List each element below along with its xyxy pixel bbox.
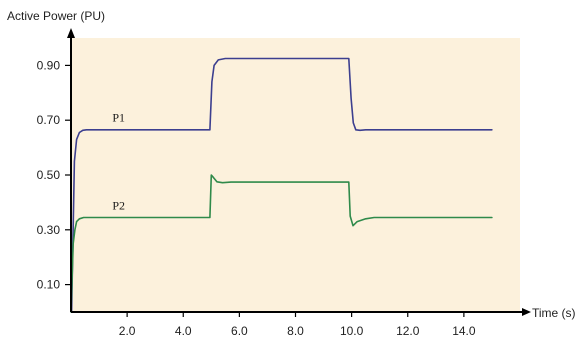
x-tick-label: 14.0	[452, 324, 476, 338]
plot-background	[71, 38, 520, 312]
y-tick-label: 0.50	[37, 168, 61, 182]
x-axis-arrow	[522, 308, 531, 316]
series-line-p1	[70, 57, 493, 313]
y-tick-label: 0.10	[37, 278, 61, 292]
series-label-p1: P1	[112, 111, 125, 125]
series-label-p2: P2	[112, 198, 125, 212]
series-layer	[70, 57, 493, 313]
x-tick-label: 12.0	[396, 324, 420, 338]
x-tick-label: 10.0	[340, 324, 364, 338]
x-tick-label: 2.0	[119, 324, 136, 338]
x-axis-title: Time (s)	[532, 306, 576, 320]
y-tick-label: 0.30	[37, 223, 61, 237]
x-tick-label: 8.0	[287, 324, 304, 338]
series-line-p2	[70, 174, 493, 313]
axes-layer	[67, 28, 531, 316]
y-tick-label: 0.90	[37, 58, 61, 72]
y-tick-label: 0.70	[37, 113, 61, 127]
y-axis-arrow	[67, 28, 75, 38]
labels-layer: Active Power (PU) Time (s) P1 P2	[7, 9, 576, 320]
ticks-layer: 2.0 4.0 6.0 8.0 10.0 12.0 14.0 0.10 0.30 0.50 0.70…	[37, 58, 476, 338]
y-axis-title: Active Power (PU)	[7, 9, 105, 23]
x-tick-label: 4.0	[175, 324, 192, 338]
x-tick-label: 6.0	[231, 324, 248, 338]
